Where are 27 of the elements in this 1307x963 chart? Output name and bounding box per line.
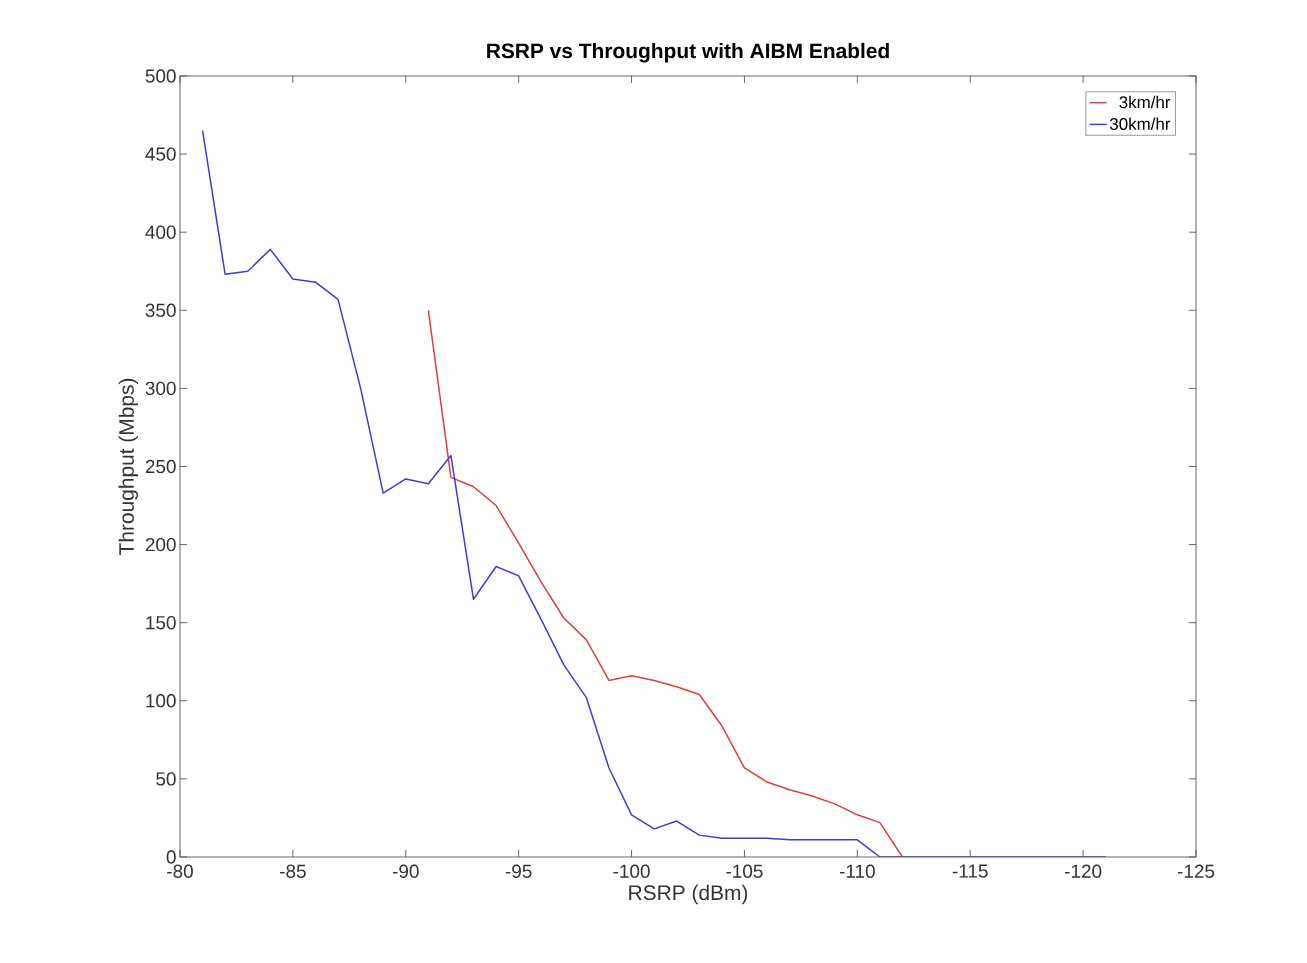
y-tick-label: 300 bbox=[145, 381, 176, 396]
x-tick-label: -110 bbox=[839, 864, 875, 878]
x-tick-label: -80 bbox=[167, 864, 193, 878]
x-tick-label: -85 bbox=[280, 864, 306, 878]
legend-label: 30km/hr bbox=[1109, 117, 1171, 130]
y-tick-label: 450 bbox=[145, 147, 176, 161]
x-tick-label: -120 bbox=[1065, 864, 1102, 878]
chart-title: RSRP vs Throughput with AIBM Enabled bbox=[487, 42, 889, 63]
x-tick-label: -95 bbox=[505, 864, 532, 878]
y-tick-label: 50 bbox=[156, 772, 176, 786]
x-tick-label: -115 bbox=[952, 864, 988, 878]
y-tick-label: 250 bbox=[145, 459, 176, 474]
x-tick-label: -100 bbox=[613, 864, 650, 878]
y-axis-title: Throughput (Mbps) bbox=[118, 378, 139, 555]
legend-label: 3km/hr bbox=[1119, 95, 1171, 109]
x-tick-label: -125 bbox=[1177, 864, 1215, 878]
y-tick-label: 150 bbox=[146, 615, 176, 630]
line-series bbox=[427, 309, 904, 857]
y-tick-label: 500 bbox=[145, 69, 176, 83]
y-tick-label: 350 bbox=[145, 303, 176, 317]
y-tick-label: 100 bbox=[146, 694, 176, 708]
y-tick-label: 400 bbox=[145, 225, 176, 239]
x-axis-title: RSRP (dBm) bbox=[629, 884, 748, 905]
y-tick-label: 200 bbox=[145, 537, 176, 552]
x-tick-label: -105 bbox=[726, 864, 763, 878]
x-tick-label: -90 bbox=[392, 864, 419, 878]
y-tick-label: 0 bbox=[166, 850, 176, 864]
